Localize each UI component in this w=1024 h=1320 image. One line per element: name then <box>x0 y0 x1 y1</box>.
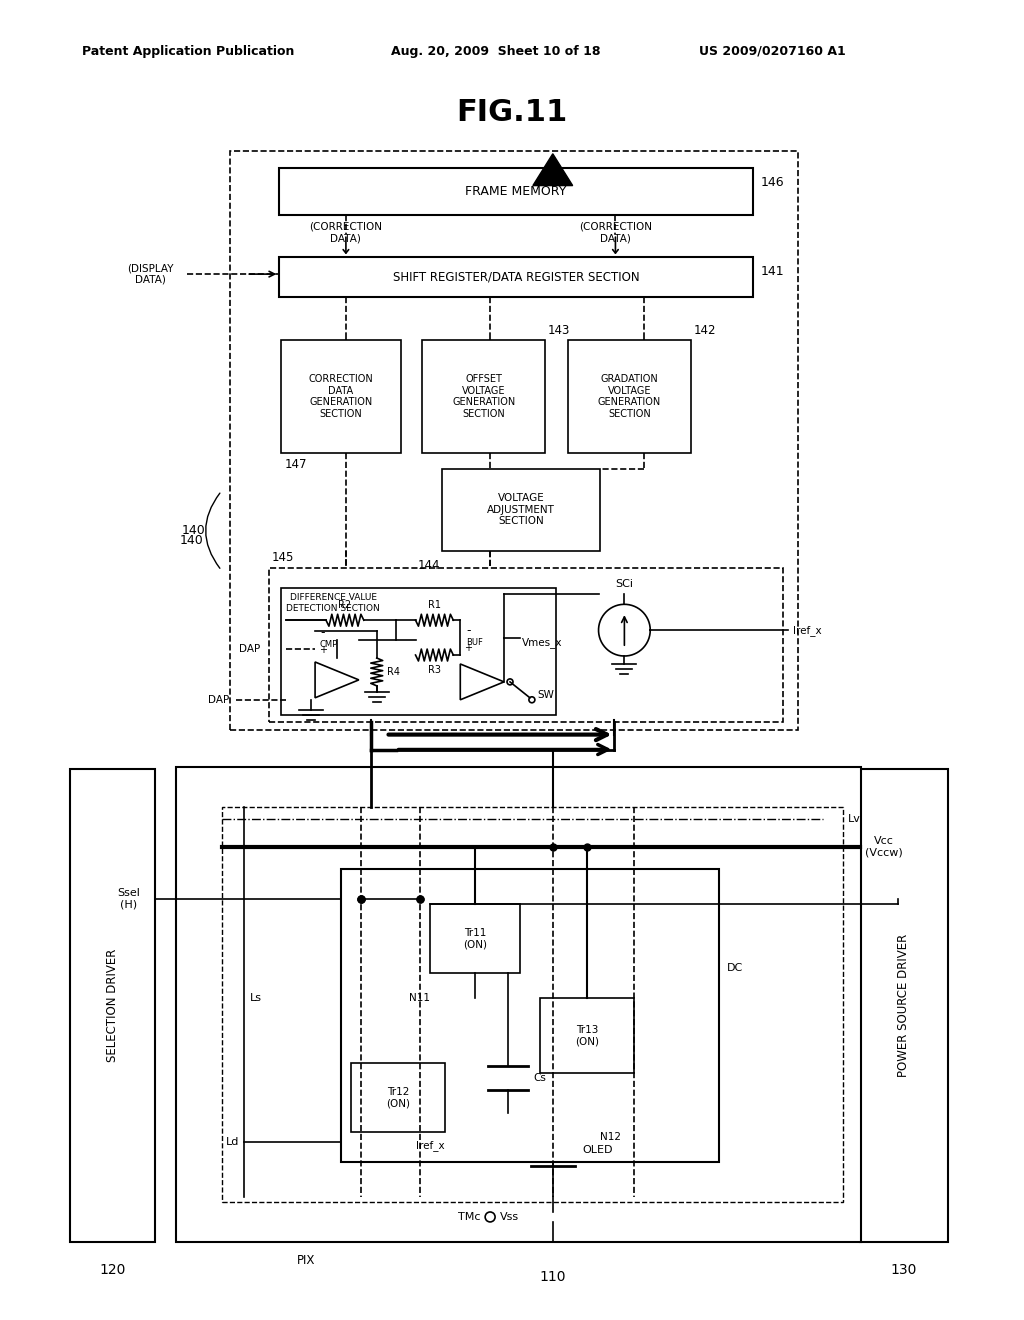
Text: FIG.11: FIG.11 <box>457 99 567 128</box>
Text: SHIFT REGISTER/DATA REGISTER SECTION: SHIFT REGISTER/DATA REGISTER SECTION <box>392 271 639 284</box>
Text: DC: DC <box>727 964 743 973</box>
Text: Vcc
(Vccw): Vcc (Vccw) <box>865 836 903 858</box>
Text: GRADATION
VOLTAGE
GENERATION
SECTION: GRADATION VOLTAGE GENERATION SECTION <box>598 374 660 418</box>
Text: R3: R3 <box>428 665 441 675</box>
Text: PIX: PIX <box>297 1254 315 1267</box>
Bar <box>71 770 155 1242</box>
Bar <box>282 339 400 453</box>
Text: DAP: DAP <box>240 644 261 653</box>
Text: 130: 130 <box>891 1263 918 1276</box>
Text: R1: R1 <box>428 601 441 610</box>
Text: 146: 146 <box>761 176 784 189</box>
Text: OLED: OLED <box>583 1146 613 1155</box>
Text: FRAME MEMORY: FRAME MEMORY <box>465 185 566 198</box>
Bar <box>282 589 556 714</box>
Text: US 2009/0207160 A1: US 2009/0207160 A1 <box>699 45 846 58</box>
Bar <box>280 257 753 297</box>
Bar <box>221 808 843 1203</box>
Text: Cs: Cs <box>532 1073 546 1082</box>
Text: 145: 145 <box>271 550 294 564</box>
Text: (DISPLAY
DATA): (DISPLAY DATA) <box>127 263 173 285</box>
Text: Ls: Ls <box>250 993 261 1003</box>
Bar <box>567 339 691 453</box>
Bar <box>351 1063 445 1133</box>
Bar <box>280 168 753 215</box>
Text: Ld: Ld <box>226 1138 240 1147</box>
Text: R4: R4 <box>387 667 399 677</box>
Text: TMc: TMc <box>458 1212 480 1222</box>
Text: Iref_x: Iref_x <box>794 624 822 636</box>
Text: 120: 120 <box>99 1263 126 1276</box>
Bar <box>860 770 947 1242</box>
Bar <box>540 998 634 1073</box>
Text: SW: SW <box>538 690 555 700</box>
Text: +: + <box>464 643 472 653</box>
Text: 142: 142 <box>694 323 717 337</box>
Text: CMP: CMP <box>319 640 338 648</box>
Text: +: + <box>319 645 327 655</box>
Text: Vmes_x: Vmes_x <box>522 636 562 648</box>
Text: BUF: BUF <box>466 638 482 647</box>
Text: Tr13
(ON): Tr13 (ON) <box>575 1024 599 1047</box>
Bar <box>442 469 599 550</box>
Text: Tr12
(ON): Tr12 (ON) <box>386 1086 411 1109</box>
Text: DAP: DAP <box>208 694 229 705</box>
Bar <box>341 869 719 1163</box>
Text: Aug. 20, 2009  Sheet 10 of 18: Aug. 20, 2009 Sheet 10 of 18 <box>391 45 600 58</box>
Text: 140: 140 <box>182 524 206 537</box>
Text: Patent Application Publication: Patent Application Publication <box>82 45 295 58</box>
Text: OFFSET
VOLTAGE
GENERATION
SECTION: OFFSET VOLTAGE GENERATION SECTION <box>452 374 515 418</box>
Text: Ssel
(H): Ssel (H) <box>117 888 140 909</box>
Text: -: - <box>321 626 326 639</box>
Bar <box>269 569 782 722</box>
Text: Tr11
(ON): Tr11 (ON) <box>463 928 487 949</box>
Text: 143: 143 <box>548 323 570 337</box>
Text: Lv: Lv <box>848 814 861 824</box>
Text: 144: 144 <box>418 558 440 572</box>
Text: 141: 141 <box>761 265 784 279</box>
Text: CORRECTION
DATA
GENERATION
SECTION: CORRECTION DATA GENERATION SECTION <box>308 374 374 418</box>
Bar <box>423 339 545 453</box>
Text: 147: 147 <box>285 458 307 471</box>
Text: 140: 140 <box>180 535 204 548</box>
Text: (CORRECTION
DATA): (CORRECTION DATA) <box>309 222 382 243</box>
Text: POWER SOURCE DRIVER: POWER SOURCE DRIVER <box>897 935 910 1077</box>
Polygon shape <box>532 153 572 186</box>
Bar <box>176 767 861 1242</box>
Bar <box>430 904 520 973</box>
Text: VOLTAGE
ADJUSTMENT
SECTION: VOLTAGE ADJUSTMENT SECTION <box>487 494 555 527</box>
Text: SCi: SCi <box>615 579 634 590</box>
Text: SELECTION DRIVER: SELECTION DRIVER <box>106 949 119 1063</box>
Text: N12: N12 <box>599 1133 621 1142</box>
Text: -: - <box>466 623 470 636</box>
Text: N11: N11 <box>410 993 430 1003</box>
Text: 110: 110 <box>540 1270 566 1283</box>
Text: Iref_x: Iref_x <box>416 1140 444 1151</box>
Text: DIFFERENCE VALUE
DETECTION SECTION: DIFFERENCE VALUE DETECTION SECTION <box>287 594 380 612</box>
Text: Vss: Vss <box>500 1212 519 1222</box>
Text: R2: R2 <box>338 601 351 610</box>
Bar <box>229 150 799 730</box>
Text: (CORRECTION
DATA): (CORRECTION DATA) <box>579 222 652 243</box>
